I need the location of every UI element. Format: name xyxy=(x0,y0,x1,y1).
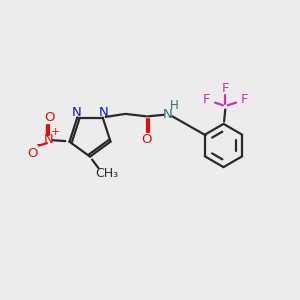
Text: −: − xyxy=(36,139,46,152)
Text: N: N xyxy=(44,133,54,146)
Text: +: + xyxy=(51,127,61,137)
Text: O: O xyxy=(44,112,54,124)
Text: N: N xyxy=(98,106,108,118)
Text: N: N xyxy=(72,106,82,118)
Text: F: F xyxy=(221,82,229,95)
Text: F: F xyxy=(241,93,248,106)
Text: CH₃: CH₃ xyxy=(95,167,118,180)
Text: N: N xyxy=(163,108,173,121)
Text: O: O xyxy=(27,147,38,160)
Text: O: O xyxy=(142,133,152,146)
Text: H: H xyxy=(169,99,178,112)
Text: F: F xyxy=(203,93,211,106)
